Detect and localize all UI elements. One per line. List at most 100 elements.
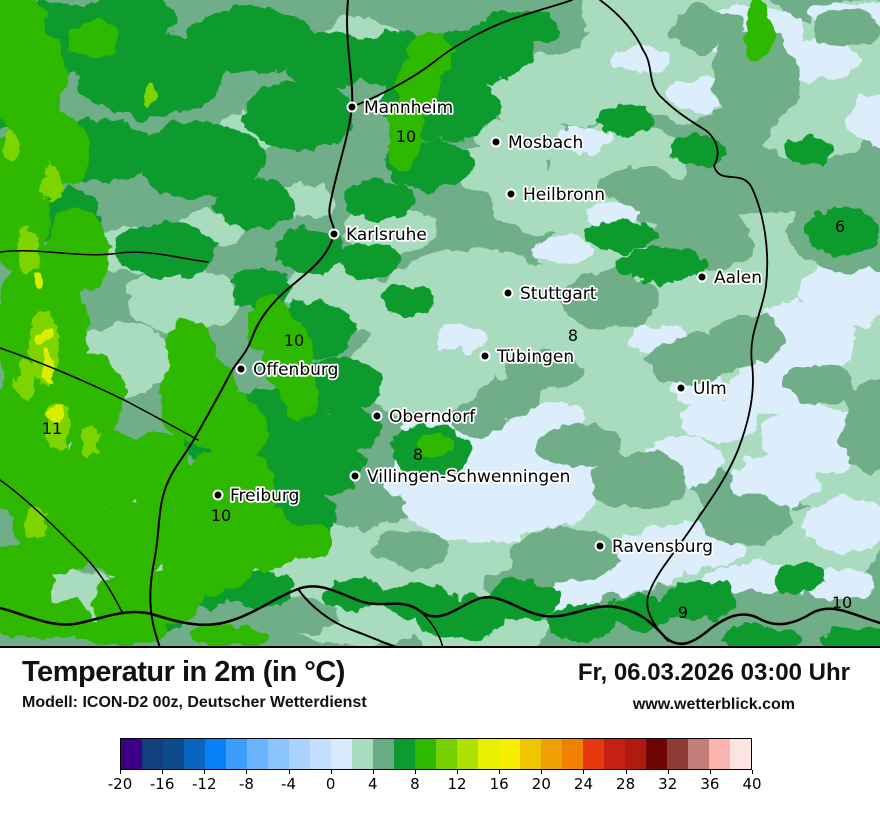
colorbar-segment	[562, 739, 583, 769]
temp-field-blob	[755, 160, 845, 210]
temp-field-blob	[662, 580, 738, 620]
city-marker-group: Ulm	[675, 377, 728, 401]
colorbar-tick-label: 24	[573, 775, 593, 793]
city-marker-group: Mosbach	[490, 131, 585, 155]
colorbar-segment	[415, 739, 436, 769]
temp-field-blob	[450, 145, 550, 195]
border-line	[149, 0, 354, 648]
colorbar-segment	[331, 739, 352, 769]
website-url: www.wetterblick.com	[632, 696, 795, 713]
city-marker-group: Villingen-Schwenningen	[349, 465, 572, 489]
temp-field-blob	[772, 563, 828, 593]
colorbar-tick-label: -4	[281, 775, 297, 793]
colorbar-tick-label: 28	[616, 775, 636, 793]
temp-value-label: 6	[835, 217, 845, 236]
temp-field-blob	[260, 597, 340, 633]
colorbar-tick-label: 12	[447, 775, 467, 793]
temp-field-blob	[505, 352, 585, 392]
city-label: Ulm	[693, 379, 727, 399]
city-dot	[212, 489, 224, 501]
city-label: Mannheim	[364, 98, 453, 118]
temp-value-label: 8	[413, 445, 423, 464]
temp-field-blob	[15, 360, 35, 400]
border-line	[0, 479, 123, 613]
city-dot	[490, 136, 502, 148]
border-line	[297, 588, 401, 648]
colorbar-segment	[289, 739, 310, 769]
temperature-value-labels: 10 6 10 8 11 8 10 9 10	[42, 127, 852, 622]
border-line	[0, 585, 880, 646]
temp-field-blob	[415, 435, 451, 459]
temp-field-blob	[412, 31, 452, 79]
colorbar-tick-mark	[414, 770, 416, 774]
temp-field-blob	[135, 122, 265, 198]
colorbar-segment	[184, 739, 205, 769]
temp-field-blob	[41, 329, 51, 347]
colorbar-segment	[604, 739, 625, 769]
colorbar-segment	[268, 739, 289, 769]
colorbar-segment	[373, 739, 394, 769]
field-layer-graygreen	[260, 6, 880, 643]
temp-field-blob	[50, 401, 62, 423]
map-footer: Temperatur in 2m (in °C) Modell: ICON-D2…	[0, 648, 880, 796]
border-line	[0, 347, 199, 441]
colorbar-segment	[205, 739, 226, 769]
colorbar-tick-mark	[457, 770, 459, 774]
temperature-field-svg: 10 6 10 8 11 8 10 9 10 Mannheim Mosbach Heilbronn K…	[0, 0, 880, 648]
colorbar-tick-row: -20 -16 -12 -8 -4 0 4 8 12 16 20 24 28 32 36 40	[108, 770, 762, 796]
colorbar-segment	[688, 739, 709, 769]
temp-field-blob	[743, 0, 771, 60]
colorbar-tick-mark	[204, 770, 206, 774]
temp-field-blob	[280, 366, 320, 418]
temp-field-blob	[46, 208, 110, 292]
city-label: Oberndorf	[389, 407, 476, 427]
colorbar-tick-label: 0	[325, 775, 336, 793]
colorbar-segment	[646, 739, 667, 769]
city-markers: Mannheim Mosbach Heilbronn Karlsruhe Stuttga…	[212, 96, 764, 559]
temp-field-blob	[222, 480, 278, 520]
temp-field-blob	[320, 408, 380, 452]
temp-field-blob	[600, 165, 680, 205]
colorbar-tick-label: 36	[700, 775, 720, 793]
city-dot	[371, 410, 383, 422]
temp-field-blob	[126, 432, 190, 508]
temp-field-blob	[480, 10, 560, 46]
temp-field-blob	[848, 95, 880, 145]
temp-field-blob	[590, 452, 690, 508]
city-dot	[594, 540, 606, 552]
temp-field-blob	[800, 260, 880, 330]
colorbar-tick-mark	[372, 770, 374, 774]
city-marker-group: Oberndorf	[371, 405, 478, 429]
temp-field-blob	[248, 297, 292, 353]
border-line	[351, 0, 573, 108]
colorbar-tick-mark	[330, 770, 332, 774]
temp-field-blob	[680, 398, 760, 442]
country-border-lines	[0, 0, 880, 648]
temp-field-blob	[545, 604, 615, 640]
border-line	[0, 250, 209, 263]
city-marker-group: Offenburg	[235, 358, 340, 382]
temp-field-blob	[280, 522, 330, 558]
colorbar-tick-mark	[709, 770, 711, 774]
temp-field-blob	[820, 597, 880, 633]
city-label: Ravensburg	[612, 537, 713, 557]
temp-field-blob	[560, 272, 660, 328]
colorbar-segment	[541, 739, 562, 769]
colorbar-segment	[310, 739, 331, 769]
temp-field-blob	[645, 335, 735, 385]
city-dot	[235, 363, 247, 375]
colorbar-tick-mark	[752, 770, 753, 774]
border-line	[419, 610, 444, 648]
colorbar-tick-mark	[246, 770, 248, 774]
city-marker-group: Ravensburg	[594, 535, 715, 559]
colorbar-tick-mark	[162, 770, 164, 774]
temp-field-blob	[760, 405, 870, 475]
city-marker-group: Tübingen	[479, 345, 576, 369]
temp-field-blob	[820, 626, 880, 648]
page-title: Temperatur in 2m (in °C)	[22, 656, 345, 688]
colorbar-segment	[352, 739, 373, 769]
temp-field-blob	[190, 625, 270, 647]
temp-field-blob	[720, 626, 800, 648]
city-dot	[328, 228, 340, 240]
colorbar-tick-mark	[120, 770, 121, 774]
